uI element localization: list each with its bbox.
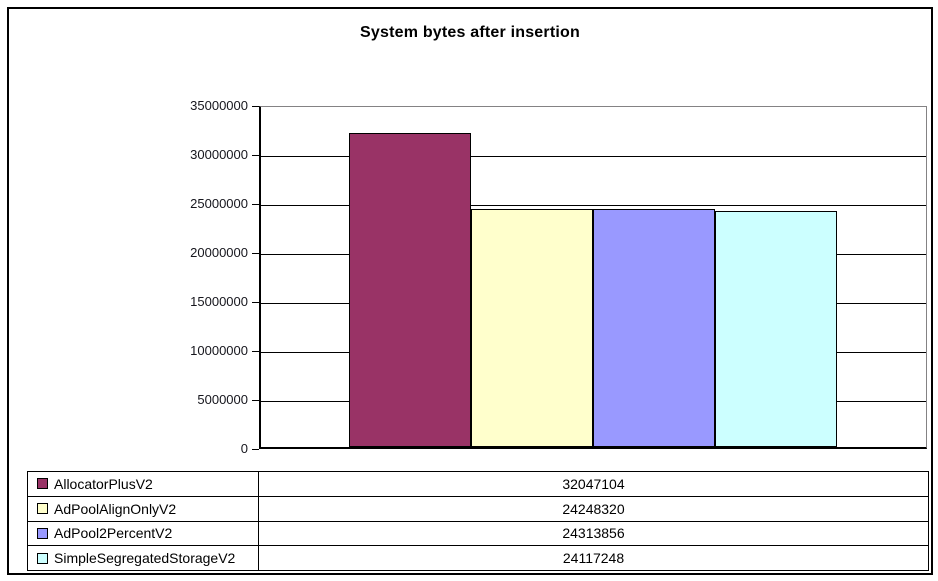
legend-swatch-icon bbox=[37, 478, 48, 490]
bar-AdPoolAlignOnlyV2 bbox=[471, 209, 593, 447]
legend-series-name: AdPool2PercentV2 bbox=[54, 525, 173, 542]
legend-name-cell: AdPool2PercentV2 bbox=[28, 521, 259, 546]
y-tick-label: 15000000 bbox=[190, 294, 248, 309]
legend-name-cell: AdPoolAlignOnlyV2 bbox=[28, 496, 259, 521]
legend-swatch-icon bbox=[37, 552, 48, 564]
legend-series-value: 24117248 bbox=[562, 550, 625, 567]
gridline bbox=[261, 156, 926, 157]
y-axis-tick bbox=[252, 302, 259, 303]
chart-title: System bytes after insertion bbox=[360, 24, 580, 41]
legend-row: AdPoolAlignOnlyV2 24248320 bbox=[28, 496, 928, 522]
legend-series-value: 24313856 bbox=[562, 525, 625, 542]
y-axis-tick bbox=[252, 253, 259, 254]
y-tick-label: 35000000 bbox=[190, 98, 248, 113]
y-axis-tick bbox=[252, 155, 259, 156]
legend-name-cell: AllocatorPlusV2 bbox=[28, 472, 259, 496]
y-tick-label: 20000000 bbox=[190, 245, 248, 260]
gridline bbox=[261, 205, 926, 206]
plot-area bbox=[259, 106, 927, 449]
legend-series-name: AllocatorPlusV2 bbox=[54, 475, 153, 492]
legend-series-name: SimpleSegregatedStorageV2 bbox=[54, 550, 236, 567]
bar-AllocatorPlusV2 bbox=[349, 133, 471, 447]
legend-series-value: 32047104 bbox=[562, 475, 625, 492]
legend-row: AdPool2PercentV2 24313856 bbox=[28, 521, 928, 547]
y-axis-tick bbox=[252, 351, 259, 352]
bar-AdPool2PercentV2 bbox=[593, 209, 715, 447]
legend-row: SimpleSegregatedStorageV2 24117248 bbox=[28, 546, 928, 570]
legend-name-cell: SimpleSegregatedStorageV2 bbox=[28, 546, 259, 570]
y-tick-label: 5000000 bbox=[197, 392, 248, 407]
legend-series-name: AdPoolAlignOnlyV2 bbox=[54, 500, 177, 517]
y-tick-label: 30000000 bbox=[190, 147, 248, 162]
legend-swatch-icon bbox=[37, 527, 48, 539]
y-tick-label: 10000000 bbox=[190, 343, 248, 358]
chart-frame: System bytes after insertion 35000000 300… bbox=[7, 7, 933, 575]
y-tick-label: 25000000 bbox=[190, 196, 248, 211]
legend-row: AllocatorPlusV2 32047104 bbox=[28, 472, 928, 497]
y-tick-label: 0 bbox=[240, 441, 248, 456]
y-axis-tick bbox=[252, 449, 259, 450]
y-axis-tick bbox=[252, 106, 259, 107]
legend-data-table: AllocatorPlusV2 32047104 AdPoolAlignOnlyV2… bbox=[27, 471, 929, 571]
legend-series-value: 24248320 bbox=[562, 500, 625, 517]
legend-swatch-icon bbox=[37, 503, 48, 515]
bar-SimpleSegregatedStorageV2 bbox=[715, 211, 837, 447]
y-axis-tick bbox=[252, 400, 259, 401]
y-axis-tick bbox=[252, 204, 259, 205]
